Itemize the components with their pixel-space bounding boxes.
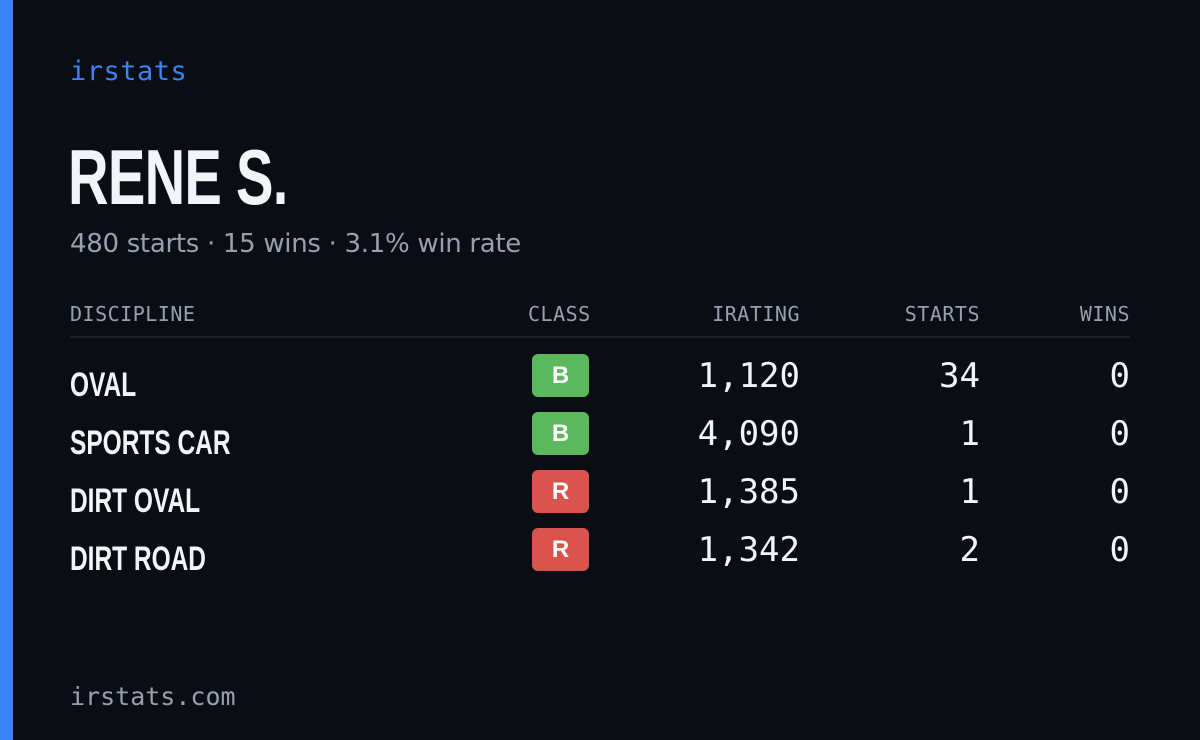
discipline-name: DIRT OVAL (70, 482, 201, 520)
irating-value: 4,090 (697, 414, 800, 454)
starts-value: 2 (959, 530, 980, 570)
class-badge: B (532, 354, 589, 397)
brand-logo: irstats (70, 56, 188, 87)
starts-value: 1 (959, 472, 980, 512)
header-wins: WINS (1079, 302, 1130, 326)
discipline-name: SPORTS CAR (70, 424, 231, 462)
irating-value: 1,342 (697, 530, 800, 570)
class-badge: B (532, 412, 589, 455)
wins-value: 0 (1109, 530, 1130, 570)
footer-url: irstats.com (70, 682, 236, 711)
class-badge: R (532, 528, 589, 571)
starts-value: 1 (959, 414, 980, 454)
class-badge: R (532, 470, 589, 513)
stats-summary: 480 starts · 15 wins · 3.1% win rate (70, 229, 522, 259)
irating-value: 1,120 (697, 356, 800, 396)
starts-value: 34 (939, 356, 980, 396)
header-class: CLASS (528, 302, 591, 326)
table-row: DIRT OVAL R 1,385 1 0 (70, 470, 1130, 528)
irating-value: 1,385 (697, 472, 800, 512)
header-discipline: DISCIPLINE (70, 302, 196, 326)
wins-value: 0 (1109, 472, 1130, 512)
discipline-name: OVAL (70, 366, 137, 404)
discipline-name: DIRT ROAD (70, 540, 207, 578)
table-row: SPORTS CAR B 4,090 1 0 (70, 412, 1130, 470)
header-irating: IRATING (712, 302, 800, 326)
table-header: DISCIPLINE CLASS IRATING STARTS WINS (70, 298, 1130, 338)
driver-name: RENE S. (68, 133, 288, 221)
table-row: DIRT ROAD R 1,342 2 0 (70, 528, 1130, 586)
header-starts: STARTS (904, 302, 980, 326)
wins-value: 0 (1109, 414, 1130, 454)
accent-bar (0, 0, 13, 740)
table-body: OVAL B 1,120 34 0 SPORTS CAR B 4,090 1 0… (70, 338, 1130, 586)
table-row: OVAL B 1,120 34 0 (70, 354, 1130, 412)
discipline-table: DISCIPLINE CLASS IRATING STARTS WINS OVA… (70, 298, 1130, 586)
wins-value: 0 (1109, 356, 1130, 396)
